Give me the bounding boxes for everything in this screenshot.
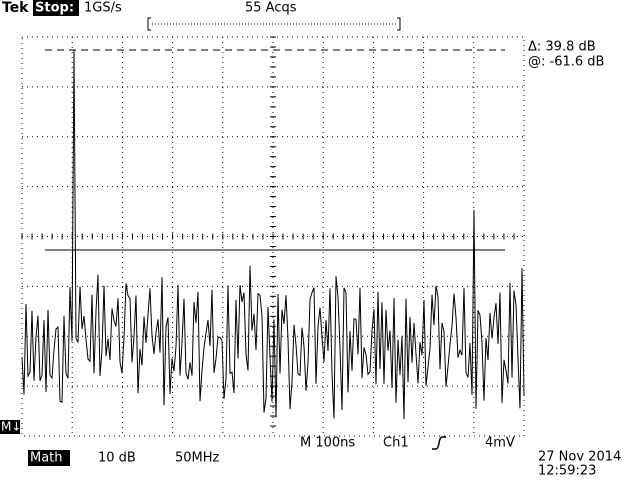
- timebase: M 100ns: [300, 436, 355, 451]
- math-box: [28, 450, 70, 466]
- at-readout: @: -61.6 dB: [528, 55, 604, 70]
- run-status: Stop:: [35, 1, 74, 16]
- sample-rate: 1GS/s: [84, 1, 122, 16]
- acquisitions: 55 Acqs: [245, 1, 297, 16]
- ref-marker: M↓: [1, 420, 21, 434]
- channel: Ch1: [383, 436, 409, 451]
- time: 12:59:23: [538, 464, 596, 479]
- ref-marker-box: [0, 420, 20, 434]
- record-bracket: [147, 17, 401, 31]
- trigger-slope-icon: [432, 436, 446, 450]
- math-center: 50MHz: [175, 451, 220, 466]
- graticule: [21, 36, 525, 437]
- math-label: Math: [30, 451, 63, 466]
- delta-readout: Δ: 39.8 dB: [528, 40, 596, 55]
- date: 27 Nov 2014: [538, 450, 621, 465]
- trigger-level: 4mV: [485, 436, 515, 451]
- math-scale: 10 dB: [98, 451, 136, 466]
- fft-trace: [21, 49, 525, 420]
- brand: Tek: [2, 0, 29, 16]
- status-box: [33, 0, 79, 16]
